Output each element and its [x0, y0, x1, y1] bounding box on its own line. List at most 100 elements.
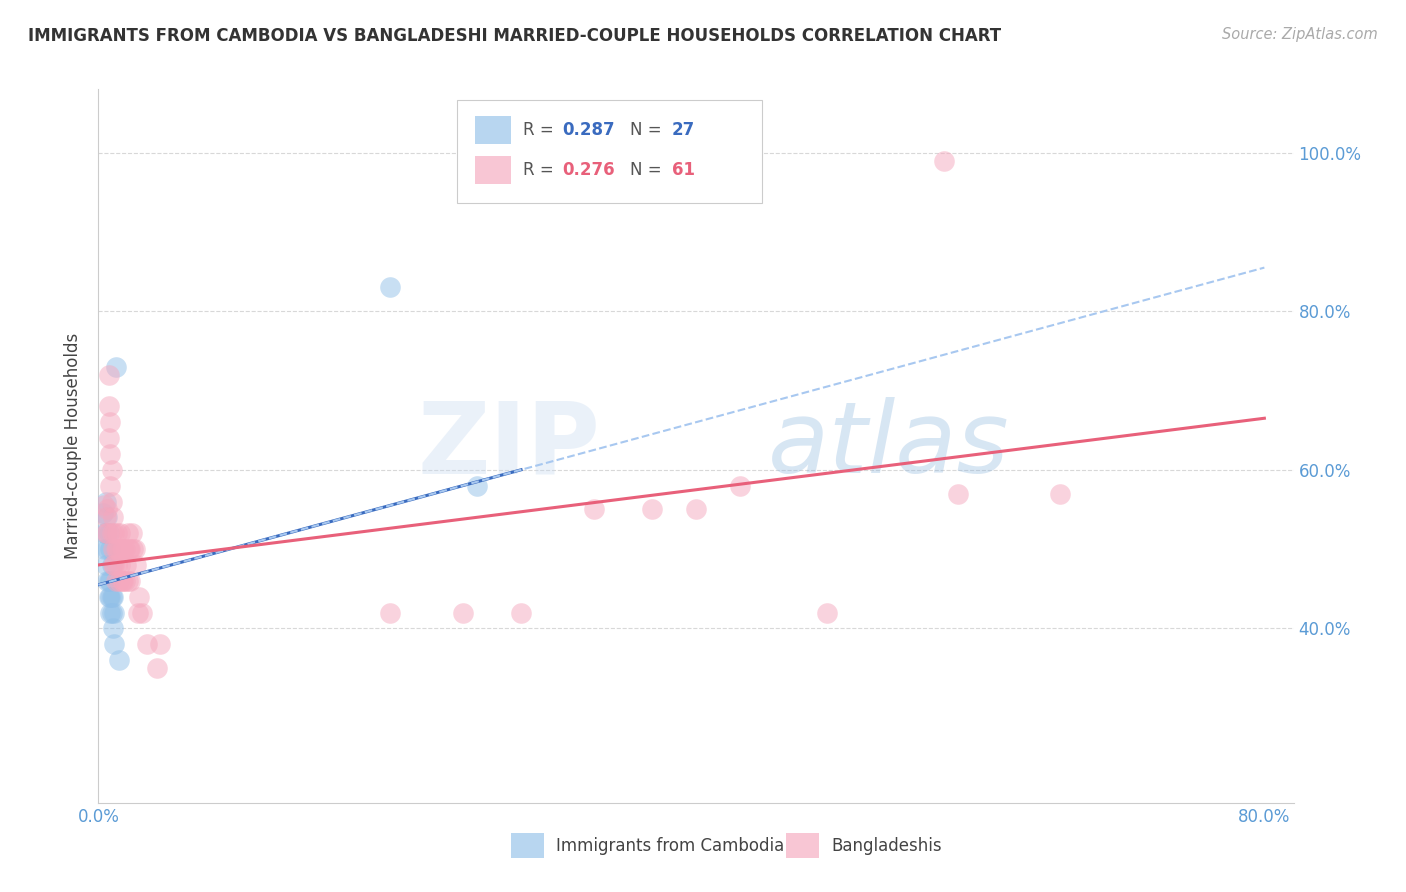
Point	[94, 510, 117, 524]
FancyBboxPatch shape	[475, 155, 510, 184]
Point	[378, 606, 401, 620]
Text: IMMIGRANTS FROM CAMBODIA VS BANGLADESHI MARRIED-COUPLE HOUSEHOLDS CORRELATION CH: IMMIGRANTS FROM CAMBODIA VS BANGLADESHI …	[28, 27, 1001, 45]
Text: Source: ZipAtlas.com: Source: ZipAtlas.com	[1222, 27, 1378, 42]
Point	[112, 574, 135, 588]
Text: Immigrants from Cambodia: Immigrants from Cambodia	[557, 837, 785, 855]
Point	[124, 542, 146, 557]
Text: N =: N =	[630, 121, 666, 139]
Point	[101, 621, 124, 635]
Point	[97, 431, 120, 445]
Point	[932, 153, 955, 168]
Point	[94, 558, 117, 572]
Point	[93, 499, 115, 513]
Point	[96, 542, 118, 557]
Point	[91, 507, 114, 521]
Text: 27: 27	[672, 121, 696, 139]
Point	[98, 478, 121, 492]
Point	[96, 526, 118, 541]
Point	[97, 526, 120, 541]
Point	[101, 510, 124, 524]
Point	[728, 478, 751, 492]
Point	[1049, 486, 1071, 500]
Point	[105, 558, 128, 572]
Point	[101, 558, 124, 572]
Y-axis label: Married-couple Households: Married-couple Households	[65, 333, 83, 559]
Point	[685, 502, 707, 516]
Text: N =: N =	[630, 161, 666, 178]
FancyBboxPatch shape	[510, 833, 544, 858]
Point	[582, 502, 605, 516]
Point	[100, 590, 122, 604]
Point	[103, 606, 125, 620]
Point	[96, 502, 118, 516]
Point	[101, 590, 124, 604]
Point	[94, 526, 117, 541]
Point	[467, 478, 489, 492]
Point	[100, 494, 122, 508]
Point	[108, 542, 131, 557]
Point	[118, 542, 141, 557]
Point	[100, 463, 122, 477]
Text: R =: R =	[523, 161, 558, 178]
Point	[122, 542, 145, 557]
Point	[641, 502, 664, 516]
Point	[111, 574, 134, 588]
Text: R =: R =	[523, 121, 558, 139]
Point	[128, 590, 150, 604]
Text: 0.287: 0.287	[562, 121, 614, 139]
Point	[105, 526, 128, 541]
Point	[104, 574, 127, 588]
Point	[100, 526, 122, 541]
Point	[101, 542, 124, 557]
Text: 61: 61	[672, 161, 695, 178]
Text: Bangladeshis: Bangladeshis	[831, 837, 942, 855]
FancyBboxPatch shape	[457, 100, 762, 203]
Point	[948, 486, 970, 500]
Point	[98, 415, 121, 429]
Point	[97, 574, 120, 588]
Text: ZIP: ZIP	[418, 398, 600, 494]
Point	[98, 542, 121, 557]
Point	[117, 574, 139, 588]
Point	[111, 542, 134, 557]
Point	[112, 542, 135, 557]
FancyBboxPatch shape	[475, 116, 510, 145]
FancyBboxPatch shape	[786, 833, 820, 858]
Text: 0.276: 0.276	[562, 161, 614, 178]
Point	[93, 526, 115, 541]
Point	[108, 574, 131, 588]
Point	[117, 526, 139, 541]
Point	[131, 606, 153, 620]
Point	[100, 606, 122, 620]
Point	[120, 574, 142, 588]
Point	[97, 590, 120, 604]
Point	[98, 606, 121, 620]
Point	[378, 280, 401, 294]
Point	[110, 526, 132, 541]
Point	[114, 542, 136, 557]
Point	[127, 606, 149, 620]
Point	[100, 558, 122, 572]
Point	[103, 526, 125, 541]
Point	[115, 558, 138, 572]
Point	[94, 494, 117, 508]
Point	[96, 510, 118, 524]
Point	[120, 542, 142, 557]
Point	[103, 558, 125, 572]
Point	[105, 542, 128, 557]
Point	[104, 359, 127, 374]
Point	[125, 558, 148, 572]
Point	[98, 574, 121, 588]
Point	[104, 542, 127, 557]
Point	[96, 574, 118, 588]
Point	[94, 526, 117, 541]
Point	[97, 400, 120, 414]
Point	[121, 526, 143, 541]
Point	[114, 574, 136, 588]
Point	[98, 590, 121, 604]
Point	[108, 653, 131, 667]
Point	[815, 606, 838, 620]
Point	[103, 637, 125, 651]
Point	[145, 661, 167, 675]
Point	[97, 368, 120, 382]
